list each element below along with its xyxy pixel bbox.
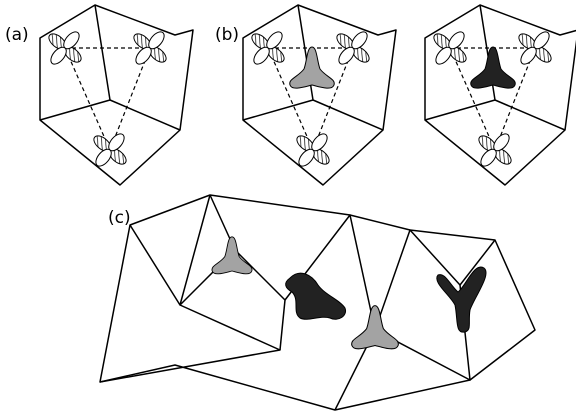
gray-blob bbox=[351, 305, 399, 350]
black-blob bbox=[285, 272, 347, 320]
gray-blob bbox=[211, 236, 253, 275]
cell-a bbox=[40, 5, 193, 185]
black-blob bbox=[436, 266, 487, 333]
panel-label: (b) bbox=[215, 25, 239, 45]
cell-b bbox=[243, 5, 396, 185]
network bbox=[99, 194, 536, 411]
panel-label: (a) bbox=[5, 25, 29, 45]
gray-blob bbox=[289, 46, 335, 89]
cell-b2 bbox=[425, 5, 576, 185]
panel-label: (c) bbox=[108, 208, 131, 228]
black-blob bbox=[470, 46, 516, 89]
